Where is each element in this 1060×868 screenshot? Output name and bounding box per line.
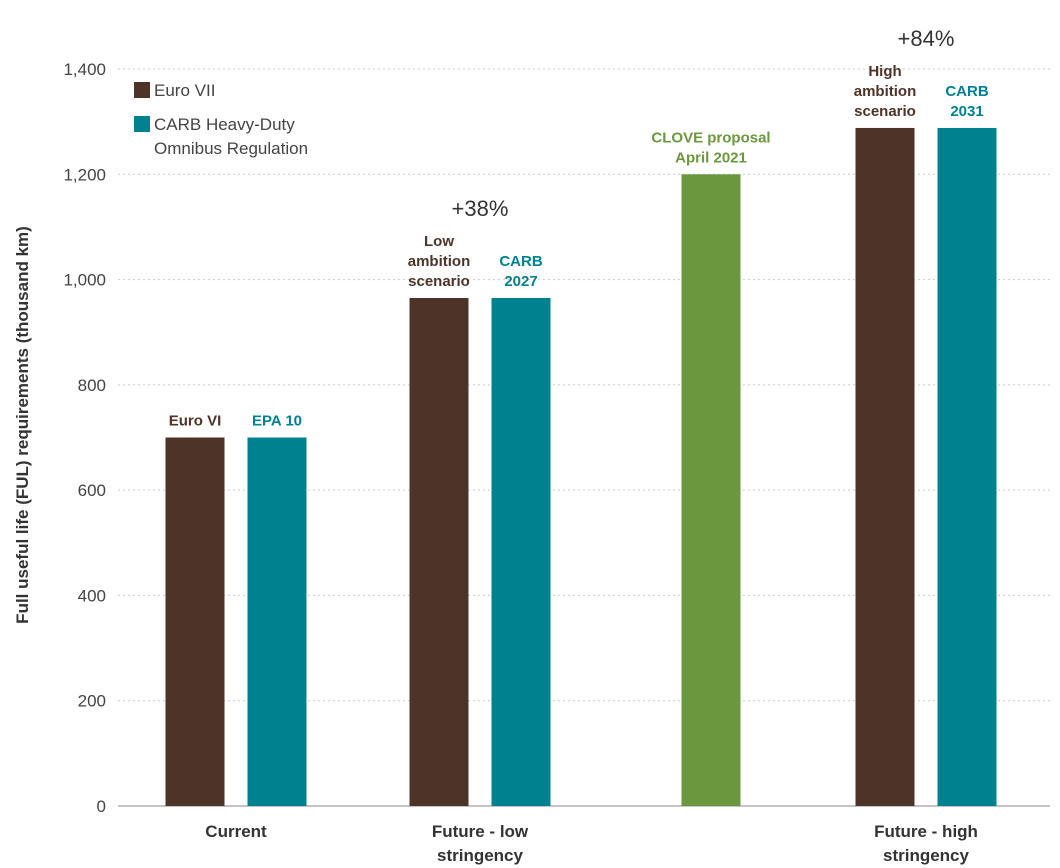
- bar: [937, 127, 997, 806]
- bar-label: CARB 2031: [945, 83, 988, 120]
- y-tick-label: 400: [78, 586, 106, 605]
- bar: [247, 437, 307, 806]
- legend-label: CARB Heavy-Duty Omnibus Regulation: [154, 115, 308, 158]
- y-tick-label: 0: [97, 797, 106, 816]
- y-axis-label: Full useful life (FUL) requirements (tho…: [13, 226, 32, 624]
- bar: [681, 174, 741, 807]
- y-tick-label: 1,200: [63, 165, 106, 184]
- bar-label: CLOVE proposal April 2021: [651, 129, 770, 166]
- y-tick-label: 800: [78, 376, 106, 395]
- y-tick-label: 1,400: [63, 60, 106, 79]
- bar: [855, 127, 915, 806]
- change-annotation: +38%: [452, 196, 509, 221]
- category-label: Future - high stringency: [874, 822, 978, 865]
- annotations: +38% +84%: [452, 26, 955, 221]
- legend-swatch: [134, 116, 150, 132]
- y-axis-ticks: 0 200 400 600 800 1,000 1,200 1,400: [63, 60, 106, 816]
- bar-label: Euro VI: [169, 413, 222, 430]
- x-axis-categories: Current Future - low stringency Future - hi…: [205, 822, 978, 865]
- bar-label: Low ambition scenario: [408, 233, 471, 290]
- category-label: Current: [205, 822, 267, 841]
- category-label: Future - low stringency: [432, 822, 529, 865]
- bar-label: CARB 2027: [499, 253, 542, 290]
- legend: Euro VII CARB Heavy-Duty Omnibus Regulatio…: [134, 81, 308, 158]
- legend-swatch: [134, 82, 150, 98]
- bars: [165, 127, 997, 807]
- y-tick-label: 1,000: [63, 271, 106, 290]
- y-tick-label: 200: [78, 692, 106, 711]
- legend-label: Euro VII: [154, 81, 215, 100]
- bar: [409, 297, 469, 806]
- bar-label: EPA 10: [252, 413, 302, 430]
- bar-label: High ambition scenario: [854, 63, 917, 120]
- bar: [491, 297, 551, 806]
- change-annotation: +84%: [898, 26, 955, 51]
- bar-labels: Euro VI EPA 10 Low ambition scenario CARB 2027…: [169, 63, 989, 430]
- y-tick-label: 600: [78, 481, 106, 500]
- bar: [165, 437, 225, 806]
